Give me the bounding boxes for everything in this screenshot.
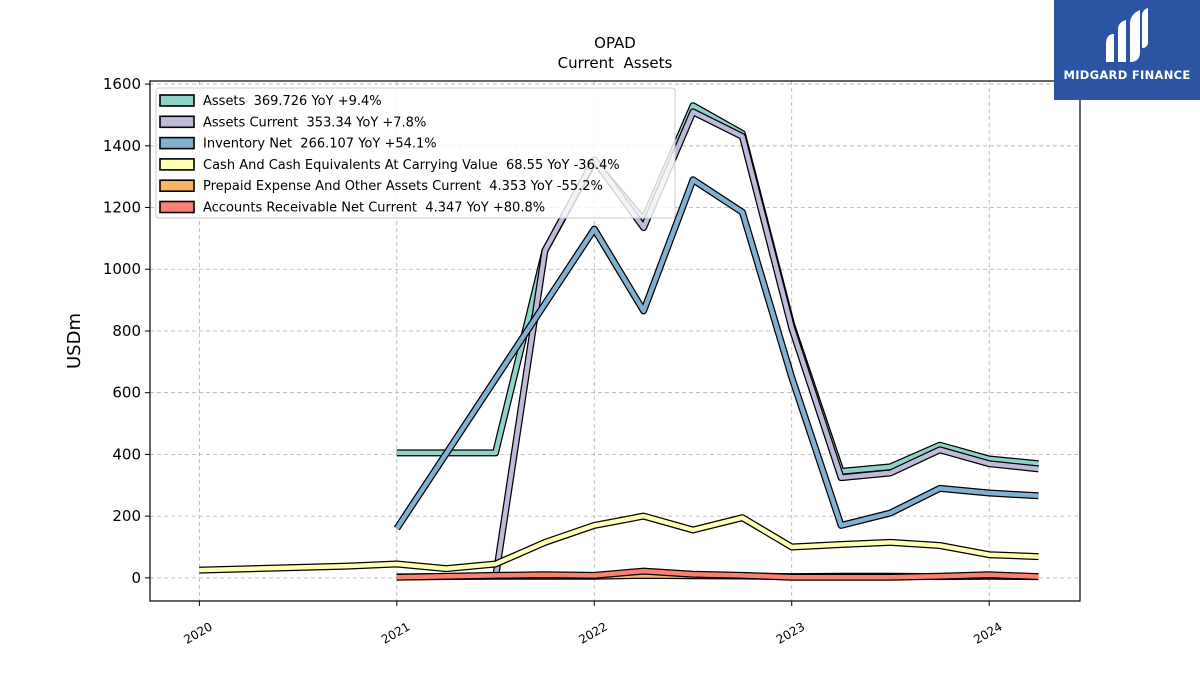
legend-entry: Inventory Net 266.107 YoY +54.1% — [203, 137, 437, 152]
y-tick-label: 0 — [131, 569, 141, 587]
y-tick-label: 1000 — [103, 260, 141, 278]
series-line-5 — [396, 568, 1039, 580]
legend-swatch — [159, 94, 195, 107]
x-tick-label: 2022 — [576, 619, 609, 646]
y-tick-label: 1600 — [103, 75, 141, 93]
y-tick-label: 200 — [112, 507, 141, 525]
x-axis: 2020 2021 2022 2023 2024 — [181, 601, 1005, 647]
chart-title: OPAD — [594, 34, 636, 52]
legend-entry: Prepaid Expense And Other Assets Current… — [203, 179, 603, 194]
plot-frame — [149, 80, 1081, 602]
series-line-3 — [199, 513, 1039, 573]
x-tick-label: 2024 — [971, 619, 1004, 646]
y-tick-label: 1200 — [103, 199, 141, 217]
legend-swatch — [159, 179, 195, 192]
x-tick-label: 2021 — [379, 619, 412, 646]
legend-swatch — [159, 158, 195, 171]
y-tick-label: 800 — [112, 322, 141, 340]
brand-logo: MIDGARD FINANCE — [1054, 0, 1200, 100]
y-tick-label: 400 — [112, 445, 141, 463]
chart-subtitle: Current Assets — [558, 54, 673, 72]
series-outline-2 — [393, 176, 1039, 531]
legend-entry: Cash And Cash Equivalents At Carrying Va… — [203, 158, 620, 173]
y-axis-label: USDm — [64, 313, 85, 369]
x-tick-label: 2023 — [774, 619, 807, 646]
legend-entry: Assets Current 353.34 YoY +7.8% — [203, 115, 426, 130]
legend-entry: Accounts Receivable Net Current 4.347 Yo… — [203, 201, 545, 216]
y-axis: 0 200 400 600 800 1000 1200 1400 1600 — [103, 75, 150, 587]
y-tick-label: 1400 — [103, 137, 141, 155]
legend-box — [155, 87, 676, 219]
legend: Assets 369.726 YoY +9.4% Assets Current 3… — [155, 87, 676, 219]
logo-text: MIDGARD FINANCE — [1063, 68, 1191, 82]
legend-entry: Assets 369.726 YoY +9.4% — [203, 94, 382, 109]
legend-swatch — [159, 136, 195, 150]
legend-swatch — [159, 200, 195, 214]
logo-mark-icon — [1106, 8, 1148, 62]
series-line-2 — [394, 177, 1039, 530]
legend-swatch — [159, 115, 195, 129]
x-tick-label: 2020 — [181, 619, 214, 646]
y-tick-label: 600 — [112, 384, 141, 402]
